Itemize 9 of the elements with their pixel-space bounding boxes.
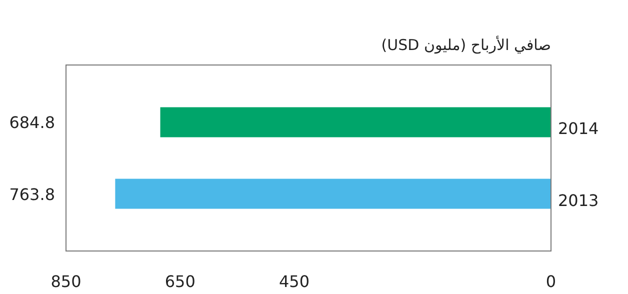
data-label: 763.8 — [9, 184, 55, 204]
chart-title: صافي الأرباح (مليون USD) — [381, 35, 551, 54]
x-tick-label: 850 — [50, 272, 82, 291]
x-tick-label: 0 — [546, 272, 556, 291]
y-tick-label: 2013 — [558, 190, 599, 210]
x-tick-label: 450 — [278, 272, 310, 291]
y-tick-label: 2014 — [558, 119, 599, 138]
x-tick-label: 650 — [164, 272, 196, 291]
data-label: 684.8 — [9, 113, 55, 132]
